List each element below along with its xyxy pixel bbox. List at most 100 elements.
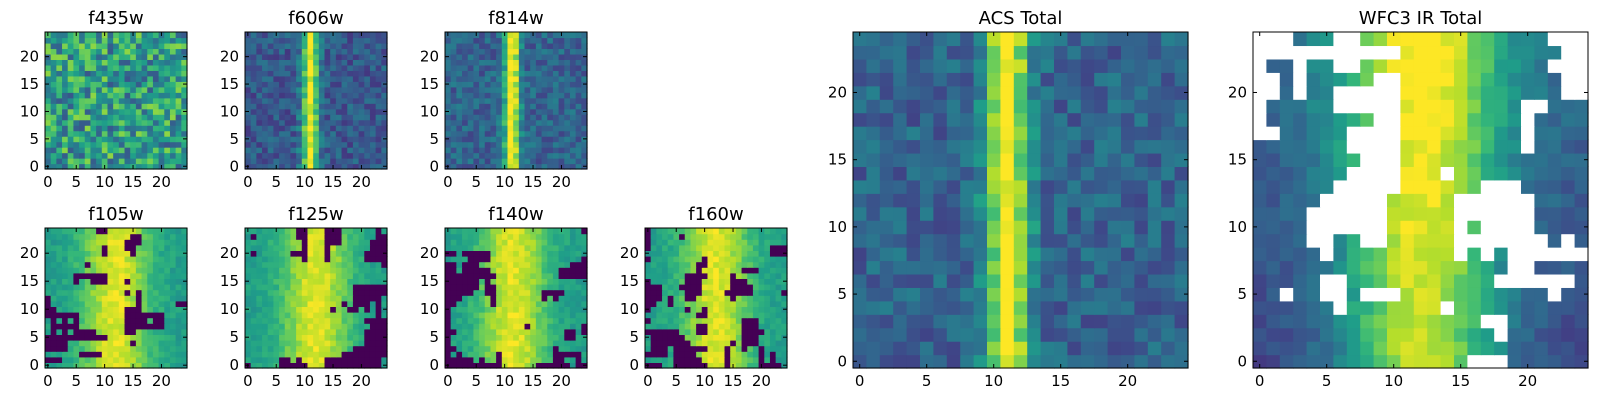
heatmap-cell	[50, 340, 57, 347]
heatmap-cell	[113, 103, 120, 110]
heatmap-cell	[301, 233, 309, 240]
heatmap-cell	[369, 328, 377, 335]
heatmap-cell	[313, 345, 320, 352]
heatmap-cell	[530, 256, 537, 263]
heatmap-cell	[296, 356, 303, 363]
heatmap-cell	[513, 114, 520, 121]
heatmap-cell	[1067, 193, 1082, 208]
heatmap-cell	[169, 261, 177, 268]
heatmap-cell	[375, 284, 382, 291]
heatmap-cell	[381, 103, 388, 110]
heatmap-cell	[879, 152, 894, 167]
heatmap-cell	[467, 97, 474, 104]
heatmap-cell	[450, 130, 457, 137]
heatmap-cell	[313, 261, 320, 268]
heatmap-cell	[250, 334, 257, 341]
heatmap-cell	[1121, 300, 1135, 315]
heatmap-cell	[256, 228, 263, 235]
heatmap-cell	[152, 228, 160, 235]
heatmap-cell	[375, 334, 382, 341]
heatmap-cell	[645, 233, 652, 240]
heatmap-cell	[352, 244, 360, 251]
heatmap-cell	[547, 345, 554, 352]
heatmap-cell	[101, 42, 109, 50]
heatmap-cell	[541, 289, 548, 296]
heatmap-cell	[62, 103, 69, 110]
heatmap-cell	[279, 284, 286, 291]
heatmap-cell	[45, 59, 52, 66]
heatmap-cell	[352, 250, 360, 257]
heatmap-cell	[769, 345, 777, 352]
heatmap-cell	[118, 244, 126, 251]
heatmap-cell	[1013, 341, 1028, 356]
heatmap-cell	[484, 356, 492, 363]
heatmap-cell	[769, 228, 777, 235]
heatmap-cell	[301, 261, 309, 268]
heatmap-cell	[358, 317, 365, 324]
heatmap-cell	[662, 300, 669, 307]
heatmap-cell	[558, 53, 565, 60]
heatmap-cell	[764, 362, 771, 369]
heatmap-cells	[45, 32, 188, 170]
heatmap-cell	[764, 272, 771, 279]
heatmap-cell	[1107, 260, 1122, 275]
heatmap-cell	[273, 278, 280, 285]
heatmap-cell	[456, 356, 463, 363]
heatmap-cell	[118, 59, 126, 66]
heatmap-cell	[696, 289, 703, 296]
heatmap-cell	[707, 328, 714, 335]
heatmap-cell	[450, 228, 457, 235]
heatmap-cell	[101, 147, 109, 154]
heatmap-cell	[273, 147, 280, 154]
heatmap-cell	[250, 356, 257, 363]
heatmap-cell	[713, 284, 720, 291]
heatmap-cell	[462, 300, 469, 307]
heatmap-cell	[724, 284, 731, 291]
heatmap-cell	[535, 103, 543, 110]
heatmap-cell	[152, 37, 160, 44]
heatmap-cell	[169, 152, 177, 159]
heatmap-cell	[45, 42, 52, 50]
heatmap-cell	[530, 284, 537, 291]
heatmap-cell	[164, 312, 171, 319]
heatmap-cell	[296, 42, 303, 50]
heatmap-cell	[679, 284, 686, 291]
heatmap-cell	[673, 261, 680, 268]
heatmap-cell	[656, 256, 663, 263]
heatmap-cell	[152, 323, 160, 330]
heatmap-cell	[45, 75, 52, 82]
heatmap-cell	[56, 119, 63, 126]
heatmap-cell	[169, 70, 177, 77]
heatmap-cell	[50, 295, 57, 302]
heatmap-cell	[558, 48, 565, 55]
heatmap-cell	[650, 362, 657, 369]
heatmap-cell	[50, 334, 57, 341]
heatmap-cell	[347, 141, 354, 148]
heatmap-cell	[752, 362, 760, 369]
heatmap-cell	[758, 289, 765, 296]
heatmap-cell	[513, 92, 520, 99]
heatmap-cell	[256, 108, 263, 115]
heatmap-cell	[45, 284, 52, 291]
heatmap-cell	[569, 244, 577, 251]
heatmap-cell	[364, 119, 371, 126]
heatmap-cell	[375, 108, 382, 115]
heatmap-cell	[547, 130, 554, 137]
heatmap-cell	[575, 75, 582, 82]
heatmap-cell	[1013, 247, 1028, 262]
heatmap-cell	[564, 64, 571, 71]
heatmap-cell	[690, 340, 697, 347]
heatmap-cell	[564, 239, 571, 246]
heatmap-cell	[484, 114, 492, 121]
heatmap-cell	[381, 152, 388, 159]
heatmap-cell	[347, 323, 354, 330]
heatmap-cell	[62, 75, 69, 82]
heatmap-cell	[67, 48, 74, 55]
heatmap-cell	[507, 70, 514, 77]
heatmap-cell	[1174, 166, 1189, 181]
heatmap-cell	[79, 86, 86, 93]
heatmap-cell	[684, 250, 692, 257]
heatmap-cell	[450, 284, 457, 291]
heatmap-cell	[273, 53, 280, 60]
heatmap-cell	[175, 32, 182, 39]
